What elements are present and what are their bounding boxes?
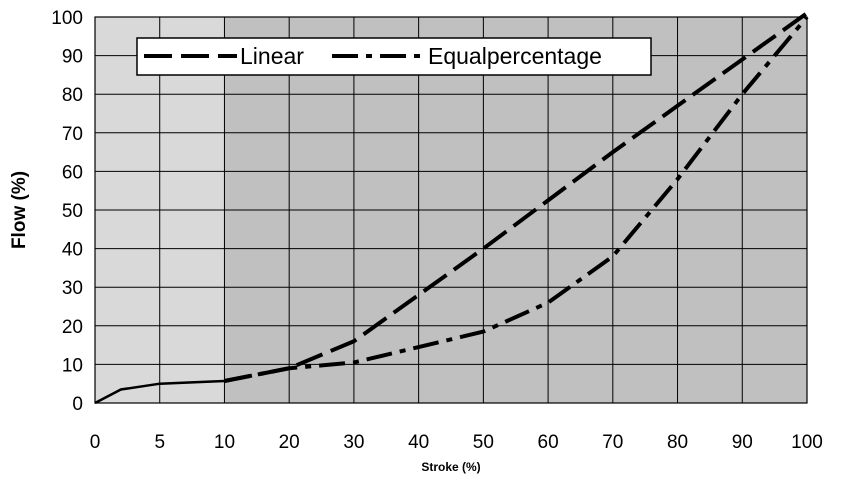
x-tick-labels: 0 5 10 20 30 40 50 60 70 80 90 100 <box>90 432 823 453</box>
y-tick-label: 40 <box>62 240 83 261</box>
x-tick-label: 70 <box>602 432 623 453</box>
y-tick-label: 0 <box>72 394 83 415</box>
y-tick-label: 10 <box>62 355 83 376</box>
x-tick-label: 90 <box>732 432 753 453</box>
x-tick-label: 60 <box>538 432 559 453</box>
y-axis-label: Flow (%) <box>9 171 30 249</box>
y-tick-label: 90 <box>62 47 83 68</box>
y-tick-labels: 0 10 20 30 40 50 60 70 80 90 100 <box>51 8 83 415</box>
grid-lines <box>94 16 808 404</box>
x-tick-label: 30 <box>343 432 364 453</box>
x-tick-label: 40 <box>408 432 429 453</box>
y-tick-label: 20 <box>62 317 83 338</box>
legend-label-equalpercentage: Equalpercentage <box>428 43 602 69</box>
x-tick-label: 5 <box>154 432 165 453</box>
series-line-equalpercentage <box>224 15 809 383</box>
x-tick-label: 50 <box>473 432 494 453</box>
x-axis-label: Stroke (%) <box>421 460 480 474</box>
legend-label-linear: Linear <box>240 43 304 69</box>
x-tick-label: 20 <box>279 432 300 453</box>
y-tick-label: 80 <box>62 85 83 106</box>
x-tick-label: 10 <box>214 432 235 453</box>
plot-border <box>94 16 808 404</box>
series-line-linear <box>224 11 809 383</box>
x-tick-label: 100 <box>791 432 823 453</box>
data-lines <box>94 11 809 405</box>
x-tick-label: 0 <box>90 432 101 453</box>
legend: Linear Equalpercentage <box>136 37 652 76</box>
y-tick-label: 70 <box>62 124 83 145</box>
series-line-base <box>94 379 225 405</box>
y-tick-label: 50 <box>62 201 83 222</box>
y-tick-label: 60 <box>62 162 83 183</box>
y-tick-label: 100 <box>51 8 83 29</box>
x-tick-label: 80 <box>667 432 688 453</box>
y-tick-label: 30 <box>62 278 83 299</box>
